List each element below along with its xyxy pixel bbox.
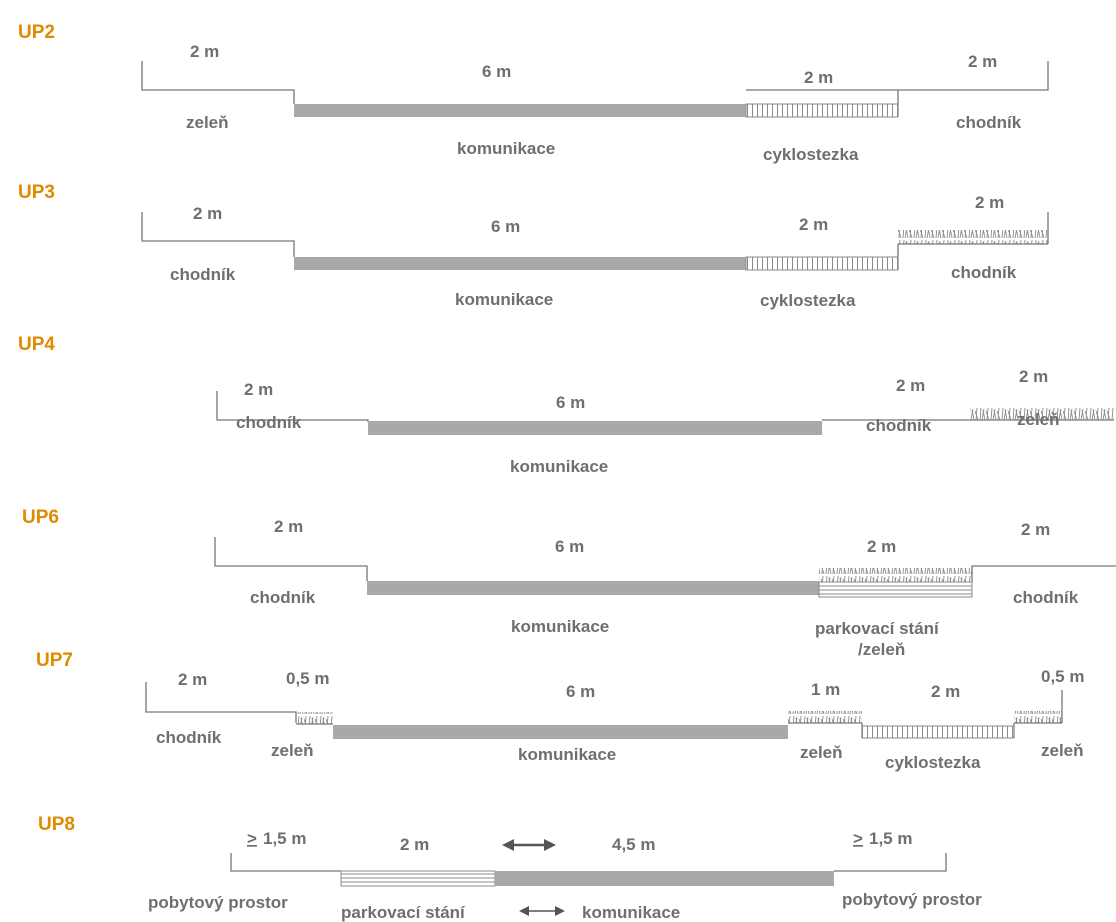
width-label: 2 m xyxy=(1019,367,1048,386)
zone-label: chodník xyxy=(866,416,932,435)
width-label: 2 m xyxy=(931,682,960,701)
zone-label: komunikace xyxy=(518,745,616,764)
zone-label: zeleň xyxy=(186,113,229,132)
zone-label: zeleň xyxy=(1017,410,1060,429)
min-symbol: > xyxy=(247,829,257,848)
zone-label: chodník xyxy=(1013,588,1079,607)
bike-path-hatch xyxy=(745,103,899,118)
zone-label: zeleň xyxy=(271,741,314,760)
zone-label: chodník xyxy=(236,413,302,432)
zone-label: komunikace xyxy=(511,617,609,636)
min-symbol: > xyxy=(853,829,863,848)
road-surface xyxy=(368,421,822,435)
width-label: 2 m xyxy=(178,670,207,689)
bike-path-hatch xyxy=(861,725,1015,739)
section-outline xyxy=(214,537,1116,582)
profile-up2: UP2 2 m 6 m 2 m 2 m zeleň komunikace cyk… xyxy=(18,22,1049,164)
width-label: 2 m xyxy=(975,193,1004,212)
width-label: 6 m xyxy=(566,682,595,701)
greenery-hatch xyxy=(970,406,1114,420)
zone-label: chodník xyxy=(156,728,222,747)
width-label: 6 m xyxy=(482,62,511,81)
profile-title: UP8 xyxy=(38,814,75,835)
road-surface xyxy=(294,257,746,270)
profile-title: UP6 xyxy=(22,507,59,528)
width-label: 2 m xyxy=(274,517,303,536)
width-label: 6 m xyxy=(491,217,520,236)
profile-up7: UP7 2 m 0,5 m 6 m 1 m 2 m 0,5 m chodník … xyxy=(36,650,1084,772)
bike-path-hatch xyxy=(745,256,899,271)
greenery-hatch xyxy=(296,712,333,724)
double-arrow-icon xyxy=(519,906,565,916)
parking-hatch xyxy=(340,870,496,887)
profile-title: UP2 xyxy=(18,22,55,43)
greenery-hatch xyxy=(788,711,862,723)
width-label: 1,5 m xyxy=(869,829,912,848)
width-label: 2 m xyxy=(799,215,828,234)
width-label: 6 m xyxy=(556,393,585,412)
zone-label: komunikace xyxy=(582,903,680,922)
section-outline xyxy=(230,853,947,872)
greenery-hatch xyxy=(819,568,972,582)
width-label: 2 m xyxy=(400,835,429,854)
profile-title: UP4 xyxy=(18,334,55,355)
profile-up3: UP3 2 m 6 m 2 m 2 m chodník komunikace c… xyxy=(18,182,1049,310)
width-label: 6 m xyxy=(555,537,584,556)
width-label: 4,5 m xyxy=(612,835,655,854)
zone-label: zeleň xyxy=(1041,741,1084,760)
greenery-hatch xyxy=(898,230,1048,244)
width-label: 2 m xyxy=(244,380,273,399)
profile-up8: UP8 > 1,5 m 2 m 4,5 m > 1,5 m pobytový p… xyxy=(38,814,982,922)
width-label: 1,5 m xyxy=(263,829,306,848)
width-label: 2 m xyxy=(968,52,997,71)
road-surface xyxy=(294,104,746,117)
zone-label: pobytový prostor xyxy=(842,890,982,909)
zone-label: parkovací stání xyxy=(341,903,466,922)
width-label: 2 m xyxy=(1021,520,1050,539)
width-label: 2 m xyxy=(804,68,833,87)
zone-label: komunikace xyxy=(510,457,608,476)
profile-title: UP7 xyxy=(36,650,73,671)
road-surface xyxy=(367,581,819,595)
profile-up4: UP4 2 m 6 m 2 m 2 m chodník komunikace c… xyxy=(18,334,1114,476)
double-arrow-icon xyxy=(502,839,556,851)
profile-title: UP3 xyxy=(18,182,55,203)
zone-label: /zeleň xyxy=(858,640,905,659)
zone-label: cyklostezka xyxy=(885,753,981,772)
width-label: 0,5 m xyxy=(1041,667,1084,686)
profile-up6: UP6 2 m 6 m 2 m 2 m chodník komunikace p… xyxy=(22,507,1116,659)
zone-label: chodník xyxy=(956,113,1022,132)
greenery-hatch xyxy=(1014,711,1062,723)
zone-label: parkovací stání xyxy=(815,619,940,638)
zone-label: chodník xyxy=(170,265,236,284)
width-label: 2 m xyxy=(193,204,222,223)
zone-label: chodník xyxy=(951,263,1017,282)
zone-label: pobytový prostor xyxy=(148,893,288,912)
zone-label: chodník xyxy=(250,588,316,607)
zone-label: zeleň xyxy=(800,743,843,762)
width-label: 2 m xyxy=(867,537,896,556)
zone-label: komunikace xyxy=(457,139,555,158)
parking-hatch xyxy=(818,581,973,598)
width-label: 0,5 m xyxy=(286,669,329,688)
zone-label: cyklostezka xyxy=(763,145,859,164)
zone-label: cyklostezka xyxy=(760,291,856,310)
width-label: 1 m xyxy=(811,680,840,699)
road-surface xyxy=(495,871,834,886)
road-surface xyxy=(333,725,788,739)
width-label: 2 m xyxy=(190,42,219,61)
width-label: 2 m xyxy=(896,376,925,395)
zone-label: komunikace xyxy=(455,290,553,309)
